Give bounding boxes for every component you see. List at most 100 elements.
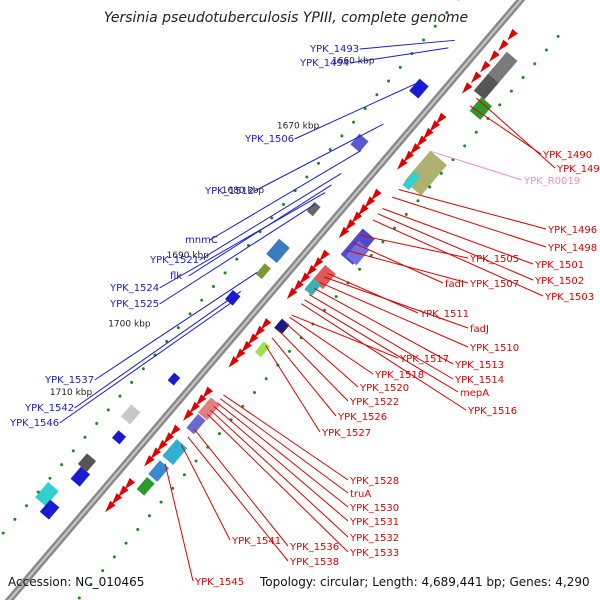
gene-label-left: YPK_1494 (299, 58, 349, 69)
gene-connector-right (304, 299, 459, 393)
ruler-tick (1, 531, 5, 535)
gene-label-right: YPK_1541 (231, 536, 281, 547)
ruler-tick (101, 569, 105, 573)
reverse-gene-arrow (169, 424, 181, 437)
gene-label-right: YPK_1496 (547, 225, 597, 236)
gene-connector-left (199, 173, 342, 261)
reverse-gene-arrow (358, 203, 369, 216)
reverse-gene-arrow (157, 439, 168, 452)
ruler-tick (556, 34, 560, 38)
gene-label-right: YPK_1545 (194, 577, 244, 588)
gene-block (409, 78, 429, 99)
gene-label-right: YPK_1507 (469, 279, 519, 290)
reverse-gene-arrow (338, 226, 350, 239)
ruler-tick (25, 504, 29, 508)
ruler-tick (445, 11, 449, 15)
reverse-gene-arrow (319, 249, 330, 262)
reverse-gene-arrow (299, 272, 311, 284)
ruler-tick (141, 367, 145, 371)
ruler-tick (252, 390, 256, 394)
gene-connector-right (301, 303, 467, 411)
gene-label-left: YPK_1493 (309, 44, 359, 55)
genome-summary-text: Topology: circular; Length: 4,689,441 bp… (260, 575, 590, 589)
reverse-gene-arrow (471, 71, 482, 84)
reverse-gene-arrow (306, 264, 317, 277)
gene-label-right: YPK_1520 (359, 383, 409, 394)
gene-block (35, 481, 59, 507)
gene-block (77, 453, 97, 472)
ruler-tick (60, 463, 64, 467)
gene-label-right: YPK_1516 (467, 406, 517, 417)
gene-label-right: YPK_1514 (454, 375, 504, 386)
gene-connector-left (59, 302, 232, 424)
reverse-gene-arrow (124, 477, 136, 490)
reverse-gene-arrow (312, 257, 324, 269)
gene-label-right: YPK_1530 (349, 503, 399, 514)
gene-label-right: YPK_1501 (534, 260, 584, 271)
gene-label-right: YPK_1490 (542, 150, 592, 161)
reverse-gene-arrow (403, 150, 415, 163)
gene-block (266, 238, 290, 264)
reverse-gene-arrow (202, 386, 213, 399)
reverse-gene-arrow (429, 120, 441, 132)
reverse-gene-arrow (189, 401, 200, 414)
ruler-tick (77, 596, 81, 600)
gene-label-right: truA (350, 489, 371, 500)
gene-label-right: fadJ (470, 324, 489, 335)
accession-text: Accession: NC_010465 (8, 575, 145, 589)
gene-connector-right (210, 409, 349, 538)
gene-block (162, 439, 188, 465)
ruler-tick (270, 216, 274, 220)
ruler-tick (387, 79, 391, 83)
reverse-gene-arrow (241, 340, 252, 353)
gene-connector-right (187, 436, 289, 562)
ruler-label: 1710 kbp (50, 388, 93, 398)
gene-label-left: YPK_1512 (204, 186, 254, 197)
ruler-tick (381, 240, 385, 244)
reverse-gene-arrow (234, 348, 246, 361)
ruler-tick (416, 199, 420, 203)
reverse-gene-arrow (144, 455, 155, 467)
gene-connector-right (206, 413, 349, 553)
gene-connector-right (308, 294, 454, 380)
ruler-tick (428, 185, 432, 189)
ruler-tick (281, 202, 285, 206)
gene-block (111, 430, 127, 445)
ruler-label: 1670 kbp (277, 121, 320, 131)
reverse-gene-arrow (410, 143, 421, 155)
gene-label-right: YPK_1531 (349, 517, 399, 528)
gene-connector-left (294, 81, 420, 140)
ruler-label: 1700 kbp (108, 319, 151, 329)
ruler-tick (375, 93, 379, 97)
ruler-tick (439, 171, 443, 175)
ruler-tick (95, 422, 99, 426)
gene-label-right: YPK_1505 (469, 254, 519, 265)
gene-block (120, 404, 141, 425)
gene-connector-left (159, 203, 316, 305)
reverse-gene-arrow (422, 127, 434, 140)
ruler-tick (404, 212, 408, 216)
ruler-tick (509, 89, 513, 93)
gene-connector-right (398, 189, 547, 230)
gene-label-right: YPK_1533 (349, 548, 399, 559)
gene-connector-right (289, 316, 374, 375)
gene-connector-right (327, 272, 419, 314)
gene-connector-right (223, 394, 349, 481)
gene-connector-right (469, 105, 542, 155)
ruler-tick (544, 48, 548, 52)
gene-block (304, 278, 322, 296)
gene-connector-right (314, 287, 454, 365)
gene-block (473, 73, 499, 100)
reverse-gene-arrow (345, 219, 356, 231)
ruler-tick (352, 120, 356, 124)
reverse-gene-arrow (480, 60, 491, 73)
ruler-tick (241, 404, 245, 408)
ruler-tick (264, 377, 268, 381)
gene-label-left: YPK_1542 (24, 403, 74, 414)
gene-connector-right (265, 345, 321, 433)
gene-block (487, 51, 518, 84)
ruler-tick (340, 134, 344, 138)
ruler-tick (171, 486, 175, 490)
ruler-tick (288, 349, 292, 353)
